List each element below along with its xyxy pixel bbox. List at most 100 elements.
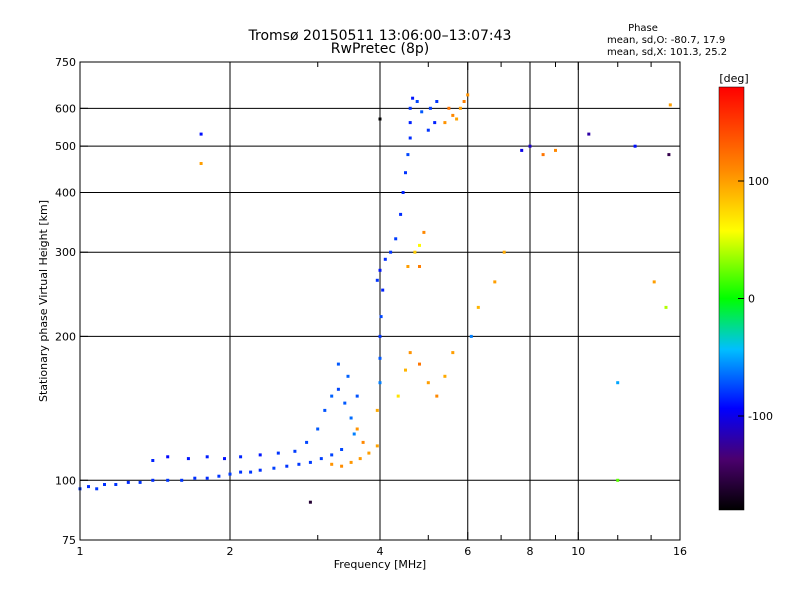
y-tick-label: 300: [55, 246, 76, 259]
data-point: [249, 470, 253, 474]
data-point: [664, 305, 668, 309]
data-point: [633, 144, 637, 148]
data-point: [378, 268, 382, 272]
data-point: [652, 280, 656, 284]
data-point: [408, 351, 412, 355]
data-point: [443, 374, 447, 378]
colorbar-label: [deg]: [719, 72, 748, 85]
phase-stats-x-mode: mean, sd,X: 101.3, 25.2: [607, 47, 727, 58]
data-point: [383, 257, 387, 261]
data-point: [336, 387, 340, 391]
data-point: [114, 483, 118, 486]
data-point: [349, 460, 353, 464]
chart-title: Tromsø 20150511 13:06:00–13:07:43: [248, 28, 512, 44]
data-point: [458, 106, 462, 110]
data-point: [151, 478, 155, 482]
data-point: [375, 444, 379, 448]
data-point: [443, 121, 447, 125]
data-point: [378, 356, 382, 360]
data-point: [528, 144, 532, 148]
data-point: [87, 485, 90, 489]
data-point: [228, 472, 232, 476]
colorbar-ticks: 100 0 -100: [738, 175, 773, 423]
data-point: [433, 121, 437, 125]
x-tick-label: 6: [464, 545, 471, 558]
data-point: [554, 148, 557, 152]
data-point: [668, 103, 672, 107]
data-point: [413, 250, 417, 254]
data-point: [258, 468, 262, 472]
data-point: [426, 128, 430, 132]
data-point: [199, 162, 203, 165]
data-point: [166, 455, 170, 459]
data-point: [378, 381, 382, 385]
data-point: [361, 440, 365, 444]
data-point: [404, 368, 407, 372]
x-tick-label: 2: [227, 545, 234, 558]
data-point: [406, 265, 410, 268]
data-point: [411, 96, 415, 100]
data-point: [667, 153, 671, 157]
data-point: [276, 451, 280, 455]
data-point: [451, 351, 455, 355]
data-point: [389, 250, 393, 254]
y-tick-label: 750: [55, 56, 76, 69]
data-point: [193, 476, 197, 480]
y-tick-label: 400: [55, 186, 76, 199]
data-point: [422, 230, 426, 234]
data-point: [166, 478, 170, 482]
data-point: [418, 243, 421, 247]
data-point: [401, 191, 405, 194]
data-point: [418, 362, 421, 366]
data-point: [330, 453, 334, 457]
data-point: [346, 374, 350, 378]
phase-stats-heading: Phase: [628, 23, 658, 34]
data-point: [408, 121, 412, 125]
data-point: [316, 427, 320, 431]
data-point: [138, 480, 142, 484]
data-point: [378, 117, 382, 121]
data-point: [95, 487, 99, 491]
data-point: [180, 478, 184, 482]
y-axis-label: Stationary phase Virtual Height [km]: [37, 200, 50, 402]
data-point: [587, 132, 591, 136]
data-point: [355, 394, 359, 398]
data-point: [502, 250, 506, 254]
data-point: [455, 117, 459, 121]
data-point: [126, 480, 130, 484]
data-point: [451, 113, 455, 117]
data-point: [199, 132, 203, 136]
data-point: [415, 100, 419, 103]
data-point: [352, 432, 356, 436]
data-point: [418, 265, 421, 268]
data-point: [406, 153, 410, 157]
y-tick-label: 200: [55, 330, 76, 343]
data-point: [239, 455, 243, 459]
data-point: [520, 148, 524, 152]
colorbar-tick-label: 0: [748, 293, 755, 306]
data-point: [378, 334, 382, 338]
data-point: [323, 408, 327, 412]
data-point: [223, 457, 226, 461]
data-point: [394, 237, 398, 241]
colorbar-tick-label: 100: [748, 175, 769, 188]
data-point: [258, 453, 262, 457]
data-point: [466, 93, 470, 97]
data-point: [285, 464, 289, 468]
data-point: [476, 305, 480, 309]
x-tick-label: 10: [571, 545, 585, 558]
data-point: [541, 153, 545, 157]
y-tick-label: 600: [55, 102, 76, 115]
data-point: [447, 106, 451, 110]
data-point: [272, 466, 276, 470]
plot-frame: [79, 61, 681, 541]
data-point: [381, 288, 385, 292]
colorbar-tick-label: -100: [748, 410, 773, 423]
x-tick-label: 16: [673, 545, 687, 558]
data-point: [103, 483, 106, 486]
x-tick-label: 1: [77, 545, 84, 558]
data-point: [239, 470, 243, 474]
data-point: [396, 394, 400, 398]
data-point: [375, 278, 379, 282]
